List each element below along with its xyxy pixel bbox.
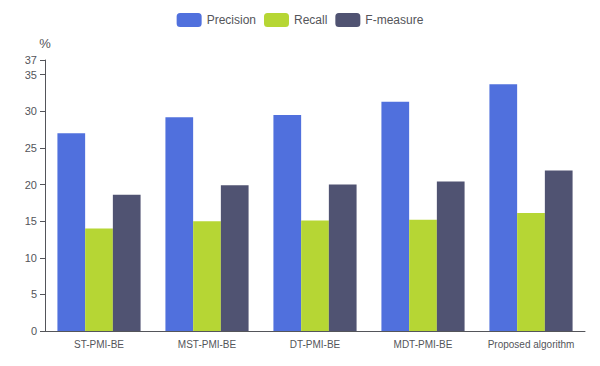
svg-text:MST-PMI-BE: MST-PMI-BE bbox=[178, 339, 237, 350]
svg-text:10: 10 bbox=[25, 252, 37, 264]
svg-text:37: 37 bbox=[25, 54, 37, 66]
svg-text:Precision: Precision bbox=[207, 13, 256, 27]
svg-text:ST-PMI-BE: ST-PMI-BE bbox=[74, 339, 124, 350]
svg-text:Recall: Recall bbox=[294, 13, 327, 27]
svg-text:20: 20 bbox=[25, 179, 37, 191]
svg-text:0: 0 bbox=[31, 325, 37, 337]
svg-text:30: 30 bbox=[25, 105, 37, 117]
svg-text:Proposed algorithm: Proposed algorithm bbox=[488, 339, 575, 350]
svg-text:F-measure: F-measure bbox=[365, 13, 423, 27]
svg-text:15: 15 bbox=[25, 215, 37, 227]
svg-text:25: 25 bbox=[25, 142, 37, 154]
svg-text:MDT-PMI-BE: MDT-PMI-BE bbox=[394, 339, 453, 350]
svg-text:%: % bbox=[39, 36, 51, 51]
svg-text:DT-PMI-BE: DT-PMI-BE bbox=[290, 339, 341, 350]
svg-text:35: 35 bbox=[25, 69, 37, 81]
svg-text:5: 5 bbox=[31, 288, 37, 300]
